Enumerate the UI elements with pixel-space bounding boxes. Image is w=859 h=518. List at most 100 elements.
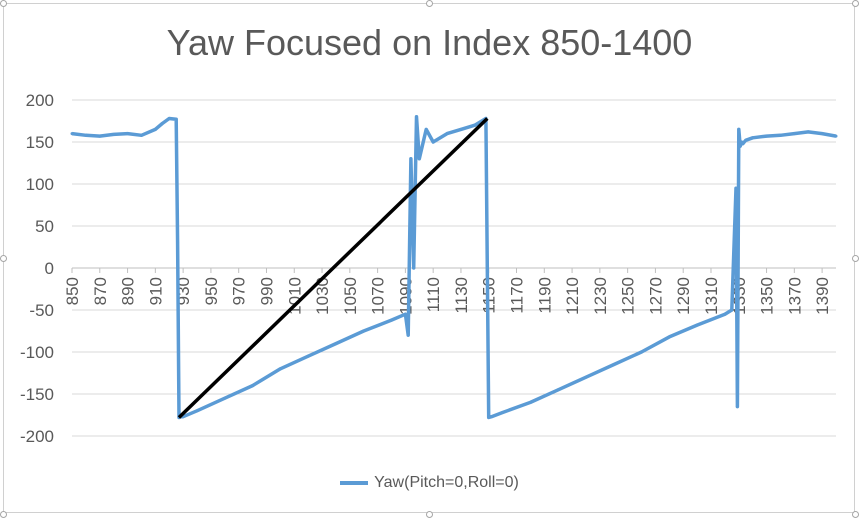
x-tick-label: 890 [119,277,138,305]
data-point [528,400,532,404]
data-point [695,323,699,327]
x-tick-label: 1070 [369,277,388,315]
x-tick-label: 1350 [758,277,777,315]
data-point [834,134,838,138]
data-point [195,409,199,413]
data-point [174,117,178,121]
data-point [738,144,742,148]
data-point [737,127,741,131]
chart-title[interactable]: Yaw Focused on Index 850-1400 [166,22,693,63]
data-point [98,134,102,138]
gridlines [71,99,836,437]
data-point [584,375,588,379]
data-point [306,354,310,358]
x-tick-label: 1170 [508,277,527,314]
data-point [778,133,782,137]
annotation-group [177,117,489,419]
data-point [334,342,338,346]
series-group [70,115,838,420]
legend-swatch [340,480,369,485]
data-point [735,405,739,409]
x-tick-label: 1390 [813,277,832,315]
data-point [751,136,755,140]
data-point [417,157,421,161]
x-tick-label: 1190 [535,277,554,314]
data-point [667,335,671,339]
resize-handle-top[interactable] [426,0,433,7]
data-point [403,312,407,316]
x-tick-label: 1310 [702,277,721,315]
data-point [414,115,418,119]
data-point [730,308,734,312]
resize-handle-left[interactable] [0,255,7,262]
data-point [820,132,824,136]
data-point [176,241,180,245]
data-point [406,333,410,337]
data-point [765,134,769,138]
x-tick-label: 1110 [424,277,443,312]
data-point [640,350,644,354]
y-tick-label: 200 [26,91,54,110]
data-point [70,132,74,136]
data-point [723,312,727,316]
y-axis-ticks: 200 150 100 50 0 -50 -100 -150 -200 [20,91,54,446]
y-tick-label: -200 [20,427,54,446]
data-point [223,396,227,400]
y-tick-label: -150 [20,385,54,404]
data-point [409,157,413,161]
x-tick-label: 1090 [396,277,415,315]
data-point [744,138,748,142]
data-point [278,367,282,371]
data-point [445,132,449,136]
x-tick-label: 1290 [674,277,693,315]
x-tick-label: 1210 [563,277,582,315]
resize-handle-top-left[interactable] [0,0,7,7]
data-point [734,186,738,190]
data-point [431,140,435,144]
x-tick-label: 1230 [591,277,610,315]
data-point [153,127,157,131]
data-point [424,127,428,131]
x-tick-label: 950 [202,277,221,305]
y-tick-label: -50 [29,301,54,320]
trend-line-0[interactable] [177,117,489,419]
data-point [459,127,463,131]
data-point [362,329,366,333]
series-line-0[interactable] [71,115,837,420]
x-tick-label: 1030 [313,277,332,315]
legend[interactable]: Yaw(Pitch=0,Roll=0) [0,474,859,492]
data-point [84,133,88,137]
x-tick-label: 990 [257,277,276,305]
x-tick-label: 1050 [341,277,360,315]
data-point [126,132,130,136]
y-tick-label: 50 [35,217,54,236]
x-tick-label: 850 [63,277,82,305]
x-tick-label: 1370 [785,277,804,315]
data-point [251,384,255,388]
data-point [473,123,477,127]
data-point [612,363,616,367]
x-tick-label: 970 [230,277,249,305]
y-tick-label: -100 [20,343,54,362]
y-tick-label: 0 [45,259,54,278]
data-point [139,133,143,137]
data-point [490,415,494,419]
data-point [112,132,116,136]
x-tick-label: 1010 [285,277,304,315]
data-point [487,416,491,420]
data-point [792,132,796,136]
data-point [167,116,171,120]
x-tick-label: 1270 [646,277,665,315]
data-point [389,318,393,322]
data-point [556,388,560,392]
x-tick-label: 1130 [452,277,471,314]
y-tick-label: 150 [26,133,54,152]
data-point [160,122,164,126]
data-point [741,142,745,146]
data-point [412,266,416,270]
data-point [485,266,489,270]
legend-label: Yaw(Pitch=0,Roll=0) [374,474,519,491]
data-point [806,130,810,134]
y-tick-label: 100 [26,175,54,194]
